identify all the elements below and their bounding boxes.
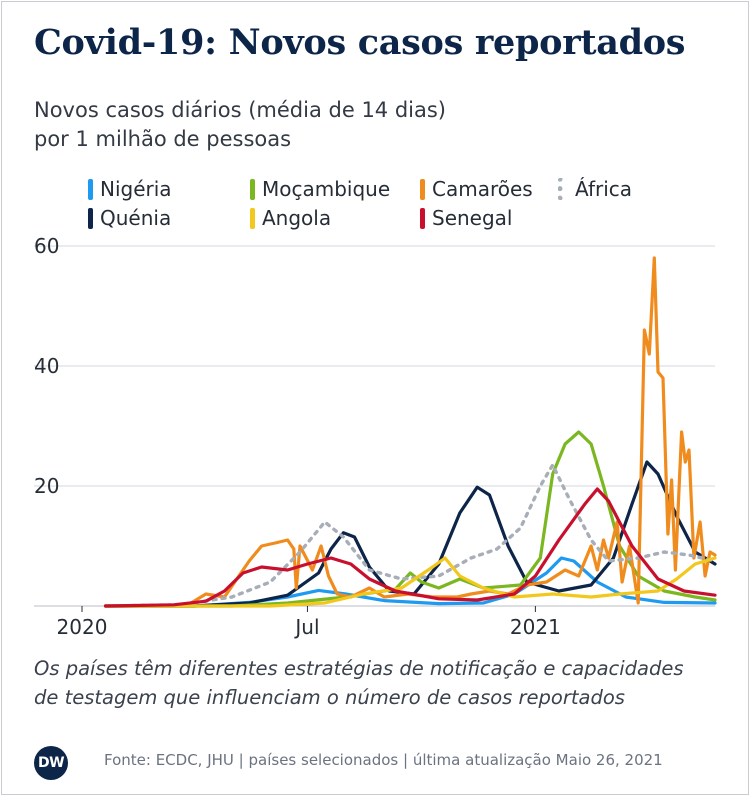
chart-title: Covid-19: Novos casos reportados: [34, 22, 686, 63]
footnote-line-2: de testagem que influenciam o número de …: [34, 686, 625, 709]
subtitle-line-2: por 1 milhão de pessoas: [34, 127, 292, 151]
dw-logo: DW: [34, 746, 68, 780]
series-lines: [103, 256, 717, 608]
series-line-camaroes: [103, 256, 717, 608]
footnote: Os países têm diferentes estratégias de …: [34, 654, 724, 712]
y-tick-label: 60: [34, 234, 59, 258]
line-chart: 20 40 60 2020 Jul 2021: [34, 234, 717, 639]
series-line-angola: [103, 556, 717, 608]
y-tick-label: 20: [34, 474, 59, 498]
axis-labels: 20 40 60 2020 Jul 2021: [34, 234, 561, 639]
series-line-africa: [103, 463, 717, 608]
footnote-line-1: Os países têm diferentes estratégias de …: [34, 657, 684, 680]
x-tick-label: 2021: [510, 615, 561, 639]
series-line-quenia: [103, 460, 717, 608]
y-tick-label: 40: [34, 354, 59, 378]
x-tick-label: 2020: [57, 615, 108, 639]
chart-subtitle: Novos casos diários (média de 14 dias) p…: [34, 96, 594, 154]
subtitle-line-1: Novos casos diários (média de 14 dias): [34, 98, 447, 122]
series-line-senegal: [103, 487, 717, 608]
x-tick-label: Jul: [293, 615, 319, 639]
source-credit: Fonte: ECDC, JHU | países selecionados |…: [104, 751, 663, 769]
